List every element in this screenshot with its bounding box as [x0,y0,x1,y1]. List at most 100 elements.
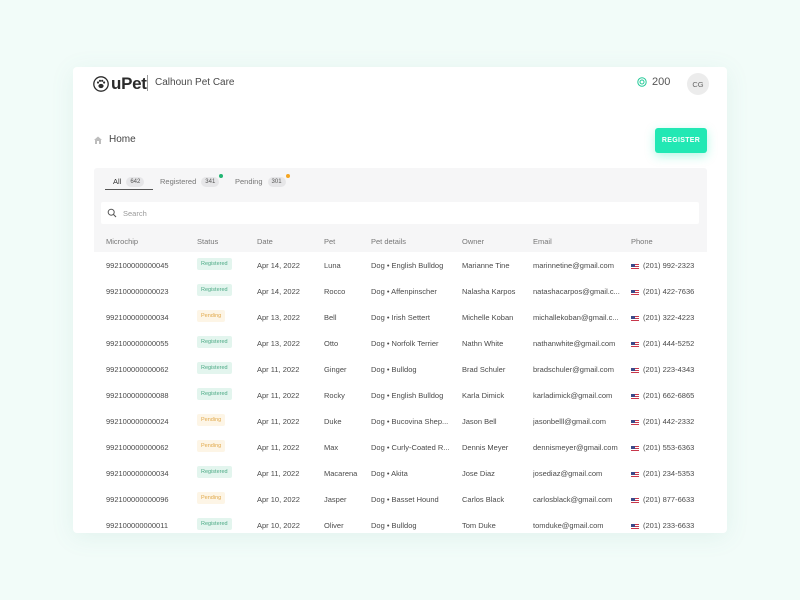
tab-all[interactable]: All 642 [113,173,145,190]
tab-label: Pending [235,177,263,186]
cell-email[interactable]: michallekoban@gmail.c... [533,313,619,322]
breadcrumb-home[interactable]: Home [109,134,136,145]
cell-date: Apr 11, 2022 [257,469,300,478]
credits-indicator[interactable]: 200 [637,76,670,88]
table-row[interactable]: 992100000000055 Registered Apr 13, 2022 Ott… [94,330,707,356]
top-bar: uPet Calhoun Pet Care 200 CG [73,67,727,101]
cell-microchip: 992100000000045 [106,261,169,270]
tab-count: 642 [126,176,145,187]
cell-phone: (201) 234-5353 [631,469,703,478]
status-badge: Registered [197,258,232,270]
column-header-date[interactable]: Date [257,237,273,246]
tab-count-value: 341 [205,178,216,185]
cell-email[interactable]: bradschuler@gmail.com [533,365,614,374]
status-badge: Registered [197,466,232,478]
cell-email[interactable]: dennismeyer@gmail.com [533,443,618,452]
avatar[interactable]: CG [687,73,709,95]
cell-owner: Nalasha Karpos [462,287,516,296]
status-tabs: All 642 Registered 341 Pending 301 [94,168,707,190]
tab-label: Registered [160,177,197,186]
phone-number: (201) 422-7636 [643,287,695,296]
phone-number: (201) 234-5353 [643,469,695,478]
coin-icon [637,77,647,87]
logo[interactable]: uPet [93,74,147,94]
phone-number: (201) 444-5252 [643,339,695,348]
cell-date: Apr 14, 2022 [257,261,300,270]
cell-pet-details: Dog • Bulldog [371,365,417,374]
status-badge: Registered [197,336,232,348]
cell-date: Apr 10, 2022 [257,521,300,530]
cell-email[interactable]: marinnetine@gmail.com [533,261,614,270]
cell-microchip: 992100000000011 [106,521,169,530]
us-flag-icon [631,471,639,477]
table-body: 992100000000045 Registered Apr 14, 2022 Lun… [94,252,707,533]
cell-pet: Max [324,443,339,452]
cell-microchip: 992100000000088 [106,391,169,400]
column-header-email[interactable]: Email [533,237,552,246]
column-header-owner[interactable]: Owner [462,237,485,246]
cell-email[interactable]: nathanwhite@gmail.com [533,339,616,348]
search-input[interactable] [123,208,683,218]
register-button[interactable]: REGISTER [655,128,707,153]
cell-phone: (201) 444-5252 [631,339,703,348]
cell-pet-details: Dog • English Bulldog [371,261,444,270]
table-row[interactable]: 992100000000088 Registered Apr 11, 2022 Roc… [94,382,707,408]
tab-count-value: 301 [271,178,282,185]
table-row[interactable]: 992100000000062 Registered Apr 11, 2022 Gin… [94,356,707,382]
phone-number: (201) 992-2323 [643,261,695,270]
cell-email[interactable]: tomduke@gmail.com [533,521,604,530]
tab-pending[interactable]: Pending 301 [235,173,290,190]
cell-date: Apr 13, 2022 [257,339,300,348]
logo-text: uPet [111,74,147,93]
us-flag-icon [631,263,639,269]
cell-microchip: 992100000000024 [106,417,169,426]
cell-owner: Jason Bell [462,417,497,426]
status-badge: Registered [197,388,232,400]
phone-number: (201) 553-6363 [643,443,695,452]
cell-date: Apr 11, 2022 [257,365,300,374]
cell-owner: Nathn White [462,339,504,348]
header-divider [147,75,148,91]
cell-microchip: 992100000000062 [106,365,169,374]
phone-number: (201) 233-6633 [643,521,695,530]
search-bar[interactable] [101,202,699,224]
app-card: uPet Calhoun Pet Care 200 CG Home REGIST… [73,67,727,533]
column-header-phone[interactable]: Phone [631,237,653,246]
cell-owner: Michelle Koban [462,313,514,322]
cell-pet-details: Dog • Basset Hound [371,495,439,504]
column-header-microchip[interactable]: Microchip [106,237,139,246]
table-row[interactable]: 992100000000034 Registered Apr 11, 2022 Mac… [94,460,707,486]
cell-email[interactable]: natashacarpos@gmail.c... [533,287,620,296]
home-icon [94,136,102,144]
table-row[interactable]: 992100000000011 Registered Apr 10, 2022 Oli… [94,512,707,533]
table-row[interactable]: 992100000000045 Registered Apr 14, 2022 Lun… [94,252,707,278]
column-header-pet[interactable]: Pet [324,237,336,246]
cell-pet: Luna [324,261,341,270]
table-row[interactable]: 992100000000034 Pending Apr 13, 2022 Bell Do… [94,304,707,330]
cell-owner: Brad Schuler [462,365,506,374]
table-row[interactable]: 992100000000062 Pending Apr 11, 2022 Max Dog… [94,434,707,460]
tab-registered[interactable]: Registered 341 [160,173,224,190]
cell-pet: Rocco [324,287,346,296]
cell-email[interactable]: jasonbelll@gmail.com [533,417,607,426]
column-header-status[interactable]: Status [197,237,219,246]
us-flag-icon [631,419,639,425]
cell-phone: (201) 233-6633 [631,521,703,530]
us-flag-icon [631,393,639,399]
cell-pet-details: Dog • Norfolk Terrier [371,339,439,348]
cell-pet: Jasper [324,495,347,504]
us-flag-icon [631,523,639,529]
cell-email[interactable]: carlosblack@gmail.com [533,495,613,504]
column-header-pet-details[interactable]: Pet details [371,237,407,246]
table-row[interactable]: 992100000000024 Pending Apr 11, 2022 Duke Do… [94,408,707,434]
search-icon [107,208,117,218]
cell-pet: Otto [324,339,339,348]
cell-pet: Rocky [324,391,345,400]
cell-microchip: 992100000000034 [106,313,169,322]
table-row[interactable]: 992100000000096 Pending Apr 10, 2022 Jasper… [94,486,707,512]
cell-pet-details: Dog • Akita [371,469,408,478]
cell-email[interactable]: josediaz@gmail.com [533,469,603,478]
phone-number: (201) 322-4223 [643,313,695,322]
table-row[interactable]: 992100000000023 Registered Apr 14, 2022 Roc… [94,278,707,304]
cell-email[interactable]: karladimick@gmail.com [533,391,613,400]
